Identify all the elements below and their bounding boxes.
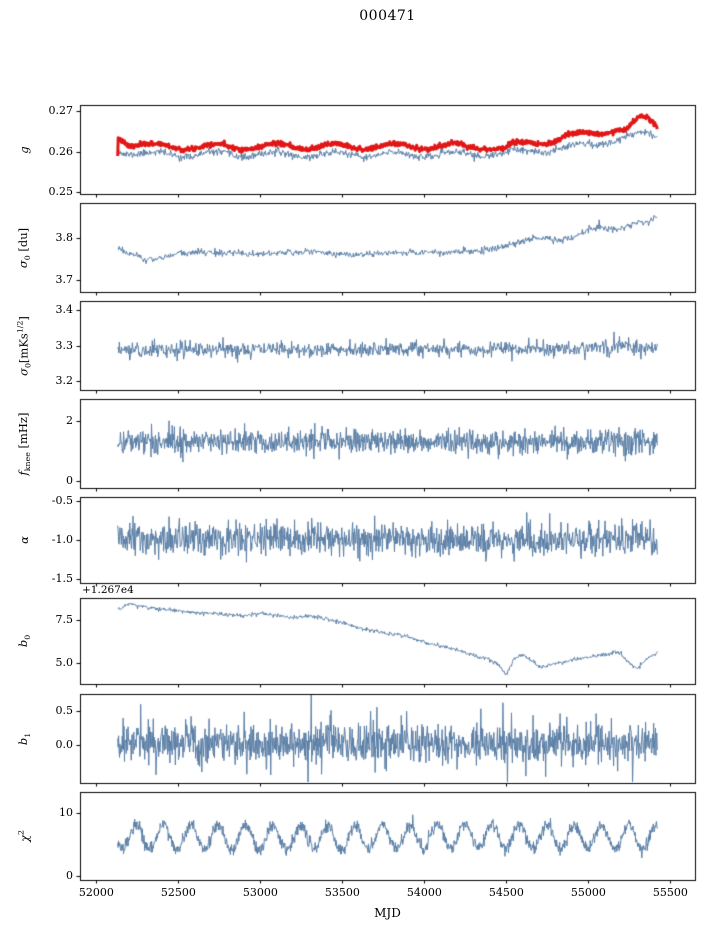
x-tick-label: 53000 — [242, 886, 278, 899]
x-tick-label: 52500 — [160, 886, 196, 899]
y-tick-label: 7.5 — [55, 613, 74, 627]
y-axis-label: b1 — [15, 732, 33, 745]
y-tick-label: -0.5 — [51, 493, 73, 507]
y-axis-label: b0 — [15, 634, 33, 648]
x-tick-label: 55000 — [570, 886, 606, 899]
y-tick-label: 0.25 — [48, 184, 74, 198]
x-axis-label: MJD — [374, 906, 401, 920]
y-tick-label: 0.27 — [48, 104, 74, 118]
y-tick-label: 3.7 — [55, 272, 74, 286]
y-tick-label: 3.3 — [55, 338, 74, 352]
y-tick-label: 0 — [66, 473, 73, 487]
y-tick-label: 0.26 — [48, 144, 74, 158]
y-tick-label: 3.2 — [55, 374, 74, 388]
y-tick-label: 5.0 — [55, 656, 74, 670]
y-tick-label: -1.5 — [51, 572, 73, 586]
y-tick-label: 0 — [66, 869, 73, 883]
x-tick-label: 54000 — [406, 886, 442, 899]
y-axis-label: χ2 — [16, 830, 32, 842]
y-tick-label: 0.5 — [55, 704, 74, 718]
x-tick-label: 54500 — [488, 886, 524, 899]
y-tick-label: -1.0 — [51, 533, 73, 546]
x-tick-label: 52000 — [78, 886, 114, 899]
y-tick-label: 0.0 — [55, 738, 74, 752]
x-tick-label: 53500 — [324, 886, 360, 899]
axis-offset-text: +1.267e4 — [82, 584, 134, 596]
y-tick-label: 10 — [59, 806, 73, 820]
x-tick-label: 55500 — [652, 886, 688, 899]
y-tick-label: 3.4 — [55, 302, 74, 316]
y-axis-label: σ0[mKs1/2] — [15, 315, 33, 376]
y-axis-label: fknee [mHz] — [15, 412, 33, 475]
y-axis-label: α — [17, 536, 31, 544]
y-axis-label: g — [17, 145, 31, 154]
y-tick-label: 2 — [66, 414, 73, 428]
y-axis-label: σ0 [du] — [15, 227, 33, 268]
y-tick-label: 3.8 — [55, 231, 74, 245]
